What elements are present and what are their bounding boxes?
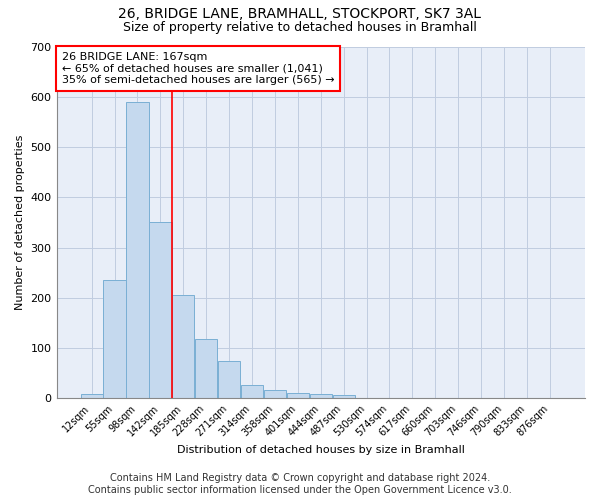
Bar — [218, 360, 240, 399]
Bar — [103, 280, 125, 398]
Bar — [310, 394, 332, 398]
Bar — [195, 339, 217, 398]
Bar — [241, 384, 263, 398]
Text: 26 BRIDGE LANE: 167sqm
← 65% of detached houses are smaller (1,041)
35% of semi-: 26 BRIDGE LANE: 167sqm ← 65% of detached… — [62, 52, 334, 85]
Text: Contains HM Land Registry data © Crown copyright and database right 2024.
Contai: Contains HM Land Registry data © Crown c… — [88, 474, 512, 495]
Text: 26, BRIDGE LANE, BRAMHALL, STOCKPORT, SK7 3AL: 26, BRIDGE LANE, BRAMHALL, STOCKPORT, SK… — [119, 8, 482, 22]
Bar — [127, 102, 149, 399]
X-axis label: Distribution of detached houses by size in Bramhall: Distribution of detached houses by size … — [177, 445, 465, 455]
Bar — [172, 296, 194, 399]
Bar — [264, 390, 286, 398]
Y-axis label: Number of detached properties: Number of detached properties — [15, 134, 25, 310]
Bar — [332, 396, 355, 398]
Bar — [80, 394, 103, 398]
Text: Size of property relative to detached houses in Bramhall: Size of property relative to detached ho… — [123, 21, 477, 34]
Bar — [149, 222, 172, 398]
Bar — [287, 394, 309, 398]
